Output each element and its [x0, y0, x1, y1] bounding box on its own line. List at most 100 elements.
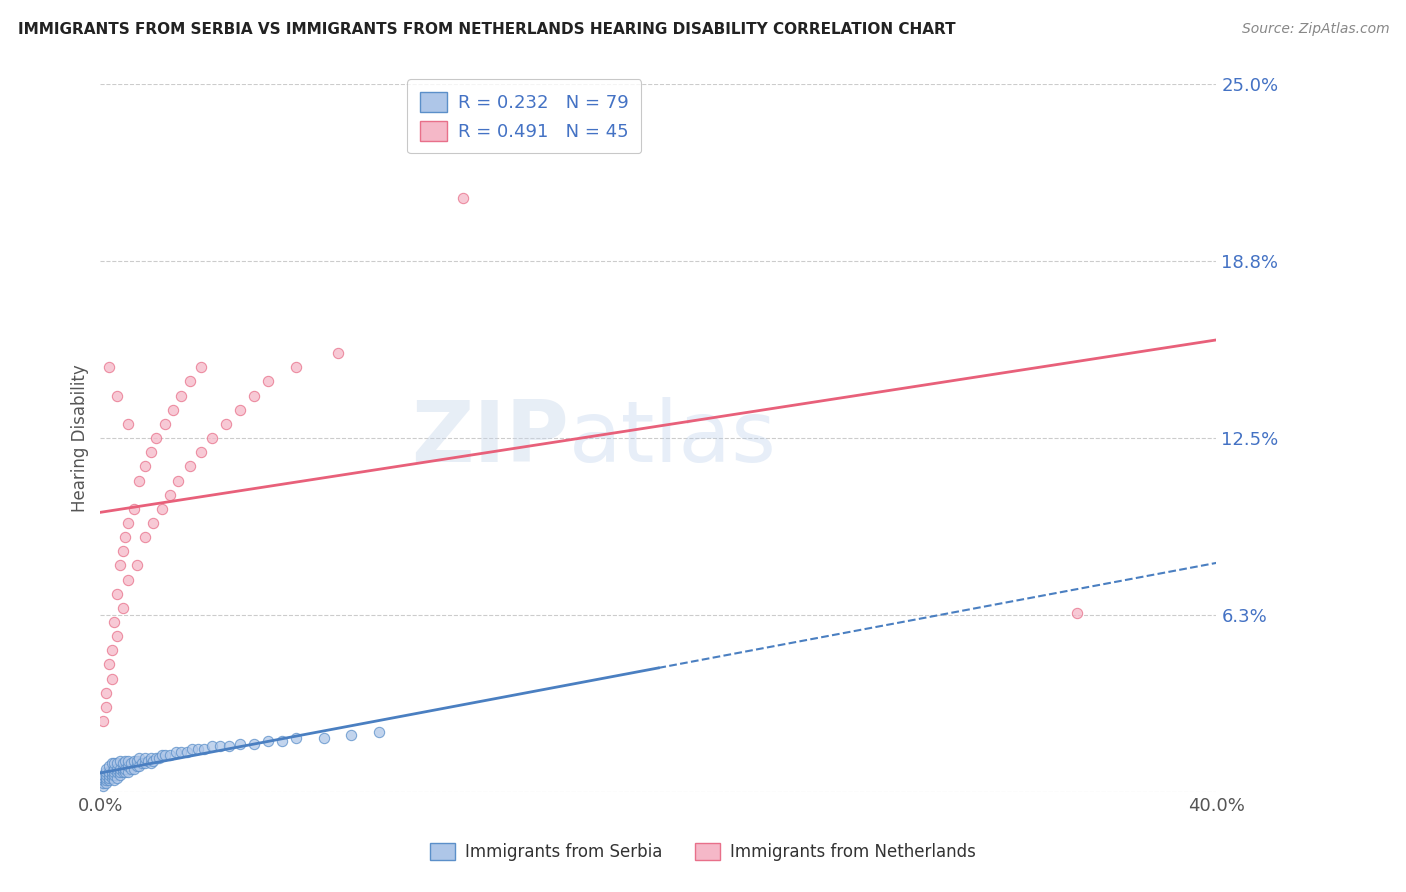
Point — [134, 459, 156, 474]
Legend: R = 0.232   N = 79, R = 0.491   N = 45: R = 0.232 N = 79, R = 0.491 N = 45 — [408, 79, 641, 153]
Point — [94, 771, 117, 785]
Point — [131, 756, 153, 771]
Point — [105, 629, 128, 643]
Point — [111, 544, 134, 558]
Text: Source: ZipAtlas.com: Source: ZipAtlas.com — [1241, 22, 1389, 37]
Point — [114, 530, 136, 544]
Point — [139, 756, 162, 771]
Point — [108, 754, 131, 768]
Point — [179, 375, 201, 389]
Point — [108, 558, 131, 573]
Point — [153, 417, 176, 431]
Point — [105, 756, 128, 771]
Point — [243, 389, 266, 403]
Point — [100, 643, 122, 657]
Point — [103, 773, 125, 788]
Point — [97, 657, 120, 672]
Point — [145, 750, 167, 764]
Point — [91, 771, 114, 785]
Point — [103, 762, 125, 776]
Point — [167, 474, 190, 488]
Point — [108, 768, 131, 782]
Point — [105, 389, 128, 403]
Point — [94, 686, 117, 700]
Point — [1066, 607, 1088, 621]
Point — [100, 756, 122, 771]
Point — [117, 754, 139, 768]
Point — [111, 762, 134, 776]
Point — [142, 754, 165, 768]
Point — [105, 771, 128, 785]
Point — [209, 739, 232, 754]
Point — [111, 600, 134, 615]
Point — [97, 773, 120, 788]
Point — [190, 360, 212, 375]
Point — [125, 558, 148, 573]
Point — [120, 762, 142, 776]
Point — [142, 516, 165, 530]
Point — [134, 750, 156, 764]
Point — [122, 762, 145, 776]
Point — [176, 745, 198, 759]
Point — [94, 773, 117, 788]
Point — [94, 768, 117, 782]
Point — [100, 672, 122, 686]
Point — [114, 754, 136, 768]
Point — [270, 733, 292, 747]
Point — [159, 747, 181, 762]
Point — [103, 768, 125, 782]
Point — [111, 756, 134, 771]
Point — [100, 764, 122, 779]
Point — [103, 615, 125, 629]
Y-axis label: Hearing Disability: Hearing Disability — [72, 364, 89, 512]
Point — [229, 737, 252, 751]
Text: atlas: atlas — [569, 397, 778, 480]
Point — [165, 745, 187, 759]
Point — [117, 573, 139, 587]
Point — [97, 360, 120, 375]
Point — [326, 346, 349, 360]
Point — [105, 587, 128, 601]
Point — [215, 417, 238, 431]
Point — [117, 759, 139, 773]
Point — [256, 375, 278, 389]
Point — [105, 764, 128, 779]
Point — [256, 733, 278, 747]
Point — [97, 768, 120, 782]
Point — [284, 731, 307, 745]
Point — [312, 731, 335, 745]
Point — [97, 764, 120, 779]
Point — [117, 516, 139, 530]
Text: IMMIGRANTS FROM SERBIA VS IMMIGRANTS FROM NETHERLANDS HEARING DISABILITY CORRELA: IMMIGRANTS FROM SERBIA VS IMMIGRANTS FRO… — [18, 22, 956, 37]
Point — [103, 764, 125, 779]
Point — [218, 739, 240, 754]
Point — [100, 771, 122, 785]
Point — [94, 764, 117, 779]
Point — [103, 756, 125, 771]
Point — [170, 745, 193, 759]
Point — [97, 759, 120, 773]
Point — [153, 747, 176, 762]
Point — [94, 699, 117, 714]
Point — [150, 747, 173, 762]
Point — [145, 431, 167, 445]
Point — [117, 764, 139, 779]
Point — [105, 762, 128, 776]
Point — [108, 762, 131, 776]
Point — [193, 742, 215, 756]
Point — [148, 750, 170, 764]
Point — [368, 725, 391, 739]
Point — [134, 756, 156, 771]
Point — [134, 530, 156, 544]
Point — [91, 768, 114, 782]
Point — [114, 762, 136, 776]
Point — [284, 360, 307, 375]
Point — [91, 776, 114, 790]
Point — [117, 417, 139, 431]
Point — [150, 501, 173, 516]
Point — [190, 445, 212, 459]
Point — [181, 742, 204, 756]
Legend: Immigrants from Serbia, Immigrants from Netherlands: Immigrants from Serbia, Immigrants from … — [423, 836, 983, 868]
Point — [243, 737, 266, 751]
Point — [125, 754, 148, 768]
